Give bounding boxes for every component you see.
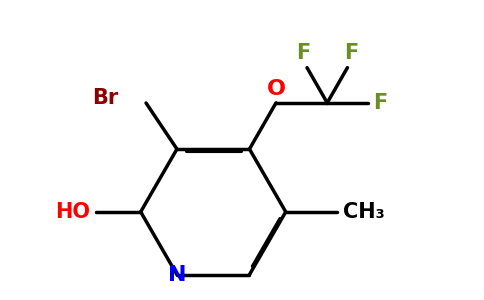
Text: Br: Br [92,88,118,108]
Text: F: F [345,44,359,63]
Text: HO: HO [56,202,91,222]
Text: O: O [267,79,286,99]
Text: CH₃: CH₃ [343,202,385,222]
Text: F: F [373,93,387,113]
Text: F: F [296,44,310,63]
Text: N: N [167,265,186,285]
